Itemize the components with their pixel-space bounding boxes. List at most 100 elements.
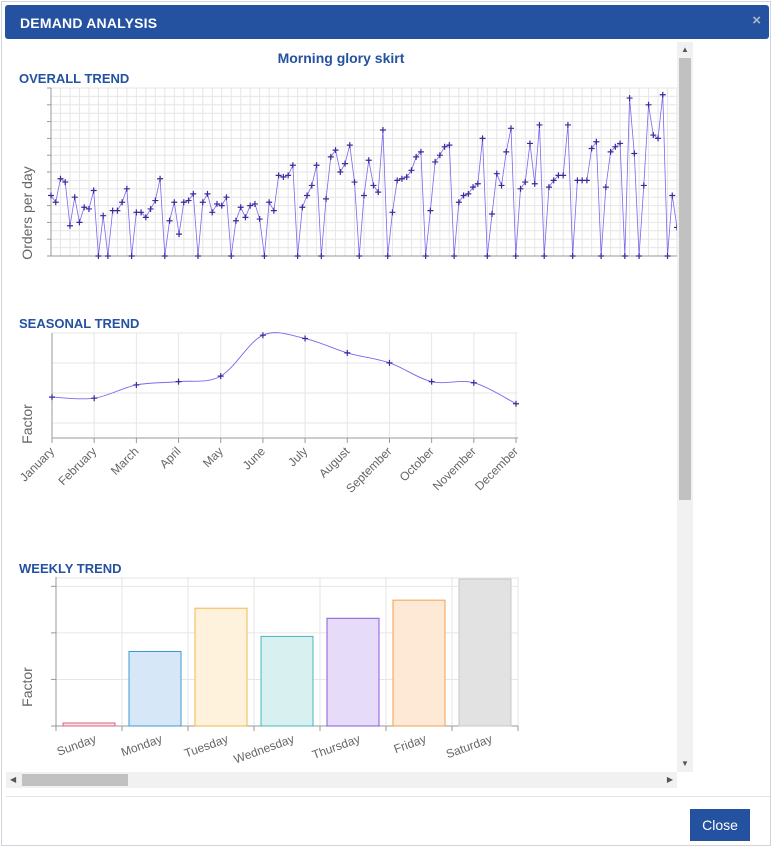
- product-title: Morning glory skirt: [277, 50, 405, 66]
- weekly-x-tick-label: Sunday: [55, 732, 98, 759]
- overall-data-point: [66, 222, 73, 229]
- weekly-bar: [62, 722, 116, 727]
- overall-data-point: [498, 182, 505, 189]
- overall-data-point: [465, 190, 472, 197]
- weekly-x-tick-label: Tuesday: [182, 732, 230, 761]
- weekly-bar: [458, 578, 512, 727]
- overall-data-point: [242, 214, 249, 221]
- overall-data-point: [650, 132, 657, 139]
- overall-data-point: [280, 174, 287, 181]
- weekly-x-tick-label: Wednesday: [232, 732, 296, 767]
- seasonal-x-tick-label: June: [240, 444, 269, 473]
- overall-data-point: [536, 121, 543, 128]
- overall-data-point: [275, 172, 282, 179]
- overall-trend-title: OVERALL TREND: [19, 71, 130, 86]
- overall-data-point: [564, 121, 571, 128]
- overall-data-point: [384, 253, 391, 259]
- overall-data-point: [171, 199, 178, 206]
- close-button[interactable]: Close: [690, 809, 750, 841]
- close-icon[interactable]: ×: [752, 12, 761, 29]
- scroll-up-icon[interactable]: ▲: [681, 45, 689, 54]
- overall-data-point: [617, 140, 624, 147]
- overall-data-point: [232, 217, 239, 224]
- overall-data-point: [209, 209, 216, 216]
- seasonal-data-point: [386, 359, 393, 366]
- overall-data-point: [185, 197, 192, 204]
- overall-data-point: [128, 253, 135, 259]
- overall-data-point: [266, 199, 273, 206]
- scroll-left-icon[interactable]: ◀: [10, 775, 17, 784]
- overall-data-point: [285, 172, 292, 179]
- weekly-x-tick-label: Friday: [392, 732, 428, 757]
- seasonal-data-point: [133, 381, 140, 388]
- overall-data-point: [195, 253, 202, 259]
- overall-data-point: [361, 192, 367, 199]
- overall-data-point: [645, 101, 652, 108]
- overall-data-point: [100, 212, 107, 219]
- overall-data-point: [474, 180, 481, 187]
- seasonal-data-point: [344, 349, 351, 356]
- overall-data-point: [289, 162, 296, 169]
- scroll-right-icon[interactable]: ▶: [666, 775, 673, 784]
- overall-data-point: [71, 194, 78, 201]
- seasonal-x-tick-label: May: [200, 444, 226, 470]
- overall-data-point: [593, 138, 600, 145]
- overall-data-point: [294, 253, 301, 259]
- overall-data-point: [422, 253, 429, 259]
- seasonal-x-tick-label: March: [108, 444, 141, 477]
- seasonal-x-tick-label: August: [316, 444, 353, 481]
- seasonal-data-point: [259, 332, 266, 339]
- seasonal-x-tick-label: November: [430, 444, 479, 493]
- overall-data-point: [270, 207, 277, 214]
- overall-data-point: [626, 95, 633, 102]
- overall-data-point: [598, 253, 605, 259]
- horizontal-scrollbar[interactable]: ◀ ▶: [6, 772, 677, 788]
- overall-data-point: [218, 202, 225, 209]
- overall-data-point: [550, 177, 557, 184]
- weekly-bar: [194, 607, 248, 727]
- seasonal-data-point: [91, 395, 98, 402]
- weekly-bar: [260, 635, 314, 727]
- overall-data-point: [95, 253, 102, 259]
- overall-data-point: [304, 192, 311, 199]
- overall-data-point: [199, 199, 206, 206]
- overall-data-point: [602, 184, 609, 191]
- seasonal-data-point: [217, 373, 224, 380]
- overall-data-point: [81, 204, 88, 211]
- seasonal-data-point: [175, 378, 182, 385]
- overall-data-point: [541, 253, 548, 259]
- vertical-scrollbar[interactable]: ▲ ▼: [677, 42, 693, 772]
- seasonal-x-tick-label: December: [472, 444, 521, 493]
- vertical-scroll-thumb[interactable]: [679, 58, 691, 500]
- overall-ylabel: Orders per day: [19, 166, 35, 259]
- seasonal-x-tick-label: July: [285, 444, 310, 469]
- overall-data-point: [190, 190, 197, 197]
- weekly-bar: [128, 651, 182, 727]
- overall-data-point: [48, 192, 54, 199]
- overall-data-point: [636, 253, 643, 259]
- overall-data-point: [176, 231, 183, 238]
- overall-data-point: [119, 199, 126, 206]
- overall-data-point: [522, 179, 529, 186]
- seasonal-x-tick-label: September: [343, 444, 394, 495]
- overall-data-point: [142, 214, 149, 221]
- overall-data-point: [460, 192, 467, 199]
- dialog-content[interactable]: Morning glory skirt OVERALL TREND SEASON…: [6, 42, 693, 772]
- overall-data-point: [323, 195, 330, 202]
- weekly-x-tick-label: Monday: [119, 732, 164, 760]
- overall-data-point: [417, 148, 424, 155]
- overall-data-point: [389, 209, 396, 216]
- seasonal-trend-title: SEASONAL TREND: [19, 316, 140, 331]
- overall-data-point: [446, 142, 453, 149]
- overall-data-point: [451, 253, 458, 259]
- overall-data-point: [342, 160, 349, 167]
- seasonal-ylabel: Factor: [19, 404, 35, 444]
- overall-data-point: [299, 204, 306, 211]
- overall-data-point: [157, 175, 164, 182]
- scroll-down-icon[interactable]: ▼: [681, 759, 689, 768]
- overall-data-point: [612, 143, 619, 150]
- overall-data-point: [123, 185, 130, 192]
- horizontal-scroll-thumb[interactable]: [22, 774, 128, 786]
- overall-data-point: [583, 177, 590, 184]
